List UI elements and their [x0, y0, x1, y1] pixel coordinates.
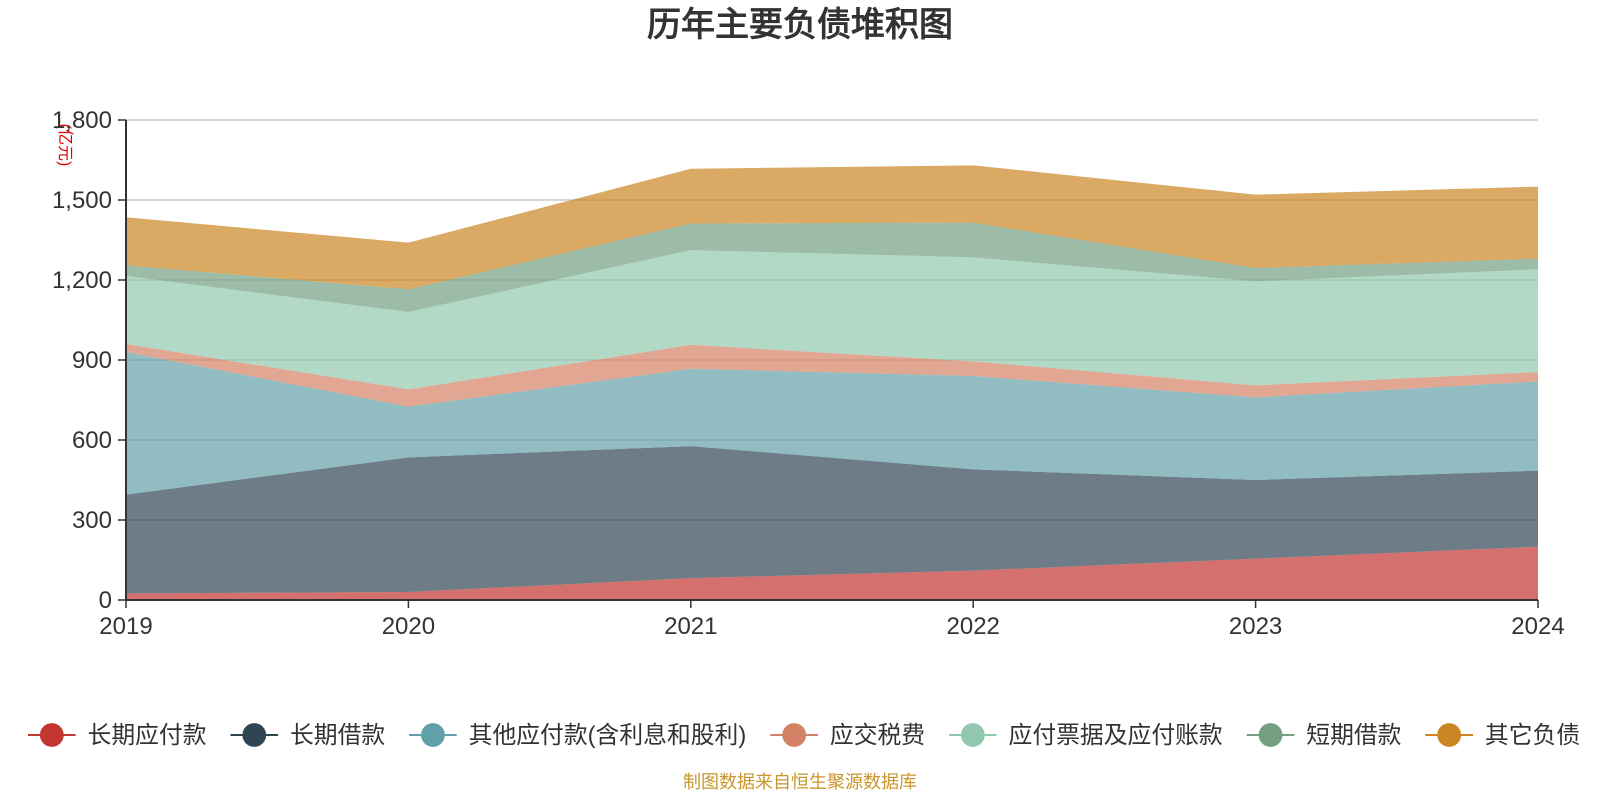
legend-marker — [1258, 723, 1283, 747]
legend: 长期应付款 长期借款 其他应付款(含利息和股利) 应交税费 应付票据及应付账款 短期借款 其… — [28, 722, 1580, 749]
x-tick-label: 2022 — [947, 613, 1000, 640]
area-series-layer — [126, 165, 1538, 600]
legend-label: 其他应付款(含利息和股利) — [469, 722, 747, 749]
area-长期借款[interactable] — [126, 446, 1538, 594]
source-note: 制图数据来自恒生聚源数据库 — [683, 772, 917, 792]
y-tick-label: 900 — [72, 347, 112, 374]
x-tick-label: 2019 — [99, 613, 152, 640]
x-tick-label: 2021 — [664, 613, 717, 640]
x-tick-label: 2023 — [1229, 613, 1282, 640]
y-tick-label: 1,500 — [52, 187, 112, 214]
legend-label: 其它负债 — [1485, 722, 1580, 749]
y-axis-unit: (亿元) — [56, 124, 74, 167]
area-应交税费[interactable] — [126, 344, 1538, 407]
legend-item[interactable]: 其他应付款(含利息和股利) — [409, 722, 746, 749]
y-tick-label: 1,800 — [52, 107, 112, 134]
legend-item[interactable]: 其它负债 — [1425, 722, 1580, 749]
legend-item[interactable]: 长期借款 — [230, 722, 385, 749]
area-其他应付款(含利息和股利)[interactable] — [126, 352, 1538, 495]
legend-marker — [782, 723, 807, 747]
legend-item[interactable]: 应付票据及应付账款 — [948, 722, 1223, 749]
legend-item[interactable]: 长期应付款 — [28, 722, 207, 749]
area-短期借款[interactable] — [126, 222, 1538, 312]
area-应付票据及应付账款[interactable] — [126, 250, 1538, 390]
legend-label: 长期应付款 — [88, 722, 207, 749]
legend-marker — [960, 723, 985, 747]
chart-title: 历年主要负债堆积图 — [647, 6, 953, 44]
y-tick-label: 0 — [99, 587, 112, 614]
y-tick-label: 300 — [72, 507, 112, 534]
legend-marker — [1437, 723, 1462, 747]
legend-label: 应交税费 — [830, 722, 925, 749]
legend-item[interactable]: 短期借款 — [1246, 722, 1402, 749]
legend-label: 应付票据及应付账款 — [1009, 722, 1223, 749]
legend-item[interactable]: 应交税费 — [770, 722, 925, 749]
legend-marker — [39, 723, 64, 747]
x-tick-label: 2024 — [1511, 613, 1564, 640]
area-长期应付款[interactable] — [126, 546, 1538, 600]
legend-label: 短期借款 — [1306, 722, 1401, 749]
x-tick-label: 2020 — [382, 613, 435, 640]
area-其它负债[interactable] — [126, 165, 1538, 290]
legend-label: 长期借款 — [290, 722, 385, 749]
legend-marker — [421, 723, 445, 747]
legend-marker — [242, 723, 267, 747]
axes: 0 300 600 900 1,200 1,500 1,800 2019 2020 2021 202… — [52, 107, 1565, 640]
y-tick-label: 1,200 — [52, 267, 112, 294]
y-tick-label: 600 — [72, 427, 112, 454]
